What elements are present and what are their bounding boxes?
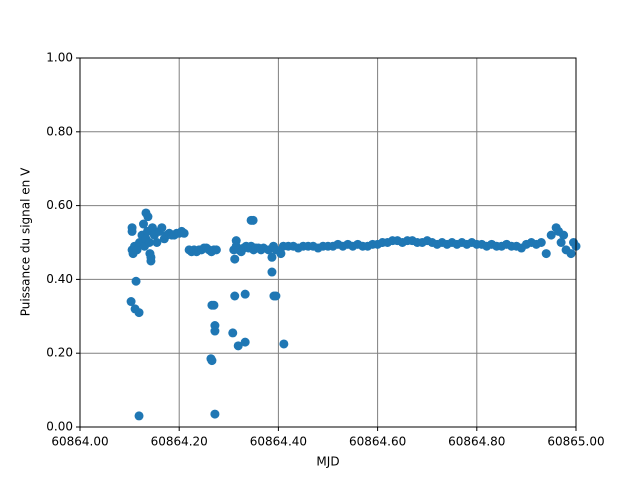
point — [143, 212, 153, 222]
point — [157, 223, 167, 233]
point — [541, 249, 551, 259]
x-axis-label: MJD — [316, 455, 339, 469]
point — [134, 308, 144, 318]
point — [209, 300, 219, 310]
x-tick-label: 60864.60 — [349, 435, 406, 449]
point — [210, 409, 220, 419]
point — [230, 254, 240, 264]
point — [134, 411, 144, 421]
point — [211, 245, 221, 255]
point — [267, 267, 277, 277]
point — [147, 223, 157, 233]
point — [559, 230, 569, 240]
y-tick-label: 0.00 — [46, 420, 73, 434]
point — [127, 226, 137, 236]
x-tick-label: 60864.20 — [151, 435, 208, 449]
y-tick-label: 0.80 — [46, 124, 73, 138]
point — [271, 291, 281, 301]
point — [138, 219, 148, 229]
point — [132, 245, 142, 255]
x-tick-label: 60865.00 — [547, 435, 604, 449]
point — [152, 238, 162, 247]
y-tick-label: 0.60 — [46, 198, 73, 212]
x-tick-label: 60864.80 — [448, 435, 505, 449]
x-tick-label: 60864.40 — [250, 435, 307, 449]
point — [546, 230, 556, 240]
point — [179, 228, 189, 238]
point — [248, 215, 258, 225]
point — [536, 238, 546, 247]
point — [146, 252, 156, 262]
point — [240, 289, 250, 299]
point — [556, 238, 566, 247]
point — [207, 356, 217, 366]
point — [267, 252, 277, 262]
point — [144, 238, 154, 247]
y-tick-label: 0.20 — [46, 346, 73, 360]
point — [240, 337, 250, 347]
point — [230, 291, 240, 301]
x-tick-label: 60864.00 — [51, 435, 108, 449]
point — [566, 249, 576, 259]
point — [131, 276, 141, 286]
point — [228, 328, 238, 338]
point — [126, 297, 136, 307]
point — [276, 249, 286, 259]
y-axis-label: Puissance du signal en V — [19, 167, 33, 316]
y-tick-label: 1.00 — [46, 51, 73, 65]
plot-frame — [79, 57, 577, 428]
point — [279, 339, 289, 349]
point — [233, 341, 243, 351]
point — [210, 326, 220, 336]
y-tick-label: 0.40 — [46, 272, 73, 286]
